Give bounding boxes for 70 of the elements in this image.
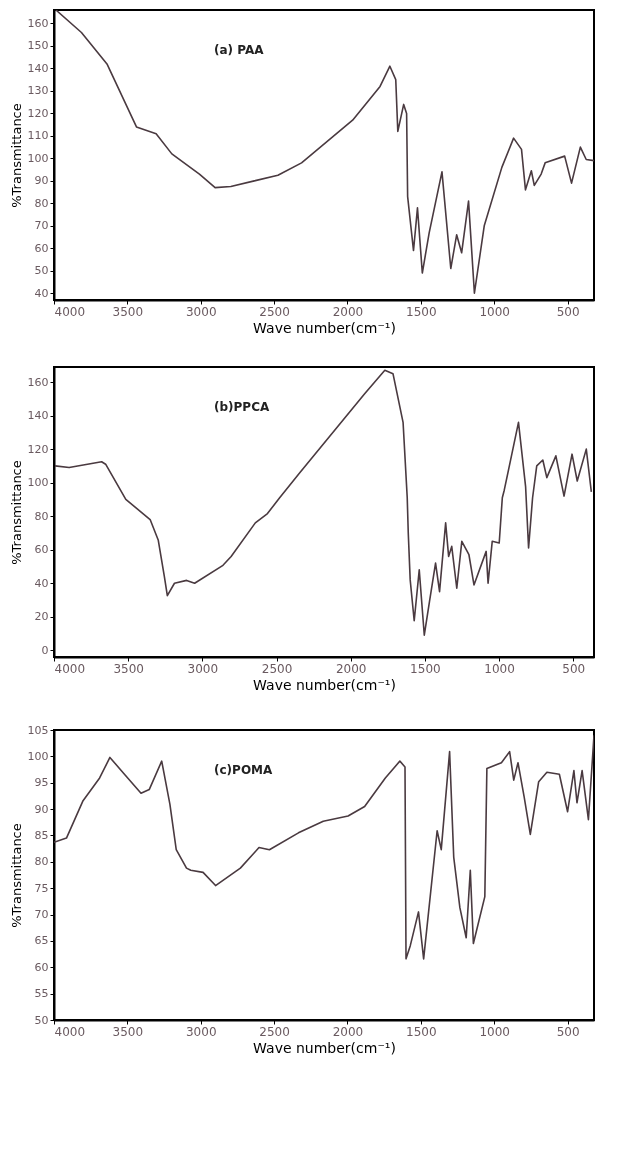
y-tick-label: 100 — [27, 151, 49, 165]
y-tick-label: 110 — [27, 129, 49, 143]
x-tick-label: 500 — [562, 661, 586, 676]
x-tick-label: 3000 — [187, 661, 219, 676]
x-tick-label: 3500 — [112, 1024, 144, 1039]
x-tick-label: 4000 — [54, 304, 86, 319]
y-tick-label: 55 — [34, 987, 49, 1001]
y-tick-label: 75 — [34, 881, 49, 895]
x-axis-title: Wave number(cm⁻¹) — [253, 676, 396, 693]
x-tick-label: 1500 — [406, 304, 437, 319]
line-series — [54, 734, 594, 960]
x-tick-label: 3000 — [185, 1024, 217, 1039]
y-tick-label: 160 — [27, 16, 49, 30]
y-tick-label: 60 — [34, 960, 49, 974]
y-tick-label: 90 — [34, 174, 49, 188]
y-axis-title: %Transmittance — [8, 823, 24, 928]
y-tick-label: 130 — [27, 84, 49, 98]
y-tick-label: 80 — [34, 196, 49, 210]
line-series — [54, 369, 593, 637]
x-tick-label: 2500 — [261, 661, 293, 676]
x-tick-label: 2000 — [335, 661, 367, 676]
x-tick-label: 500 — [556, 304, 580, 319]
y-tick-label: 160 — [27, 375, 49, 389]
y-tick-label: 60 — [34, 241, 49, 255]
x-tick-label: 1000 — [479, 1024, 510, 1039]
x-tick-label: 1000 — [479, 304, 510, 319]
annotation: (c)POMA — [214, 763, 274, 777]
y-axis-title: %Transmittance — [8, 103, 24, 208]
x-tick-label: 3000 — [185, 304, 217, 319]
y-axis-title: %Transmittance — [8, 460, 24, 565]
y-tick-label: 150 — [27, 39, 49, 53]
y-tick-label: 20 — [34, 610, 49, 624]
y-tick-label: 140 — [27, 61, 49, 75]
x-axis-title: Wave number(cm⁻¹) — [253, 319, 396, 336]
x-tick-label: 3500 — [112, 304, 144, 319]
y-tick-label: 50 — [34, 1013, 49, 1027]
line-series — [55, 10, 594, 295]
x-tick-label: 1500 — [410, 661, 441, 676]
x-tick-label: 4000 — [54, 1024, 86, 1039]
y-tick-label: 65 — [34, 934, 49, 948]
y-tick-label: 80 — [34, 509, 49, 523]
y-tick-label: 105 — [27, 723, 49, 737]
x-tick-label: 3500 — [113, 661, 144, 676]
x-tick-label: 2500 — [259, 1024, 290, 1039]
y-tick-label: 40 — [34, 286, 49, 300]
x-tick-label: 4000 — [54, 661, 86, 676]
y-tick-label: 90 — [34, 802, 49, 816]
annotation: (b)PPCA — [214, 400, 270, 414]
x-axis-title: Wave number(cm⁻¹) — [253, 1039, 396, 1056]
y-tick-label: 80 — [34, 855, 49, 869]
y-tick-label: 85 — [34, 828, 49, 842]
y-tick-label: 60 — [34, 543, 49, 557]
y-tick-label: 140 — [27, 409, 49, 423]
y-tick-label: 100 — [27, 476, 49, 490]
x-tick-label: 1000 — [484, 661, 515, 676]
y-tick-label: 120 — [27, 442, 49, 456]
x-tick-label: 2000 — [332, 304, 364, 319]
y-tick-label: 0 — [41, 643, 49, 657]
y-tick-label: 100 — [27, 749, 49, 763]
x-tick-label: 2000 — [332, 1024, 364, 1039]
y-tick-label: 70 — [34, 219, 49, 233]
annotation: (a) PAA — [214, 43, 265, 57]
x-tick-label: 500 — [556, 1024, 580, 1039]
y-tick-label: 95 — [34, 776, 49, 790]
y-tick-label: 70 — [34, 908, 49, 922]
y-tick-label: 40 — [34, 576, 49, 590]
y-tick-label: 120 — [27, 106, 49, 120]
x-tick-label: 1500 — [406, 1024, 437, 1039]
y-tick-label: 50 — [34, 264, 49, 278]
x-tick-label: 2500 — [259, 304, 290, 319]
